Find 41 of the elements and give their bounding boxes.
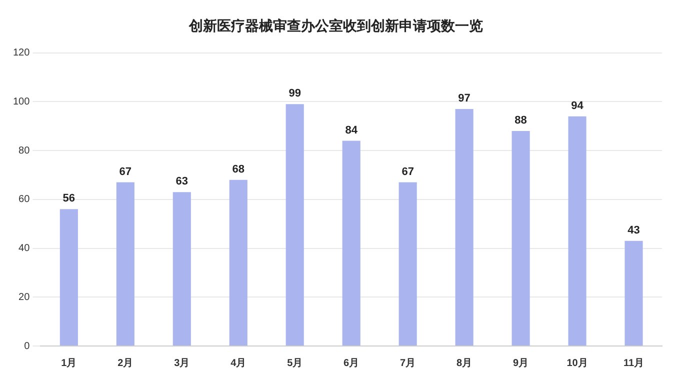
data-label: 68 [232, 163, 244, 176]
y-tick-label: 120 [12, 48, 30, 59]
x-tick-label: 7月 [400, 358, 416, 369]
bar [568, 116, 586, 346]
x-tick-label: 1月 [61, 358, 77, 369]
data-label: 63 [176, 176, 188, 188]
x-tick-label: 5月 [287, 358, 303, 369]
x-tick-label: 4月 [230, 358, 246, 369]
x-tick-label: 6月 [344, 358, 360, 369]
y-tick-label: 100 [12, 96, 30, 108]
data-label: 43 [628, 224, 640, 236]
bar [398, 182, 417, 346]
bar [60, 209, 78, 346]
bar [624, 240, 643, 346]
bar [172, 192, 191, 346]
x-tick-label: 2月 [118, 358, 134, 369]
bar [342, 140, 360, 346]
y-tick-label: 60 [18, 194, 30, 206]
bar [229, 180, 248, 346]
data-label: 67 [402, 166, 414, 178]
y-tick-label: 20 [18, 292, 30, 303]
data-label: 67 [119, 166, 132, 178]
y-tick-label: 80 [18, 145, 30, 156]
x-tick-label: 11月 [623, 358, 644, 369]
x-tick-label: 9月 [513, 358, 529, 369]
data-label: 99 [288, 88, 301, 100]
data-label: 88 [514, 114, 527, 127]
x-tick-label: 8月 [456, 358, 472, 369]
data-label: 56 [62, 192, 76, 205]
bar [512, 130, 530, 346]
bar [455, 108, 474, 346]
x-tick-label: 3月 [174, 358, 190, 369]
bar [116, 182, 134, 346]
x-tick-label: 10月 [566, 358, 588, 369]
y-tick-label: 40 [18, 243, 30, 254]
data-label: 94 [571, 100, 584, 112]
bar [286, 104, 304, 346]
chart-title: 创新医疗器械审查办公室收到创新申请项数一览 [188, 17, 483, 34]
data-label: 84 [345, 124, 358, 136]
data-label: 97 [458, 92, 470, 105]
y-tick-label: 0 [24, 340, 30, 352]
